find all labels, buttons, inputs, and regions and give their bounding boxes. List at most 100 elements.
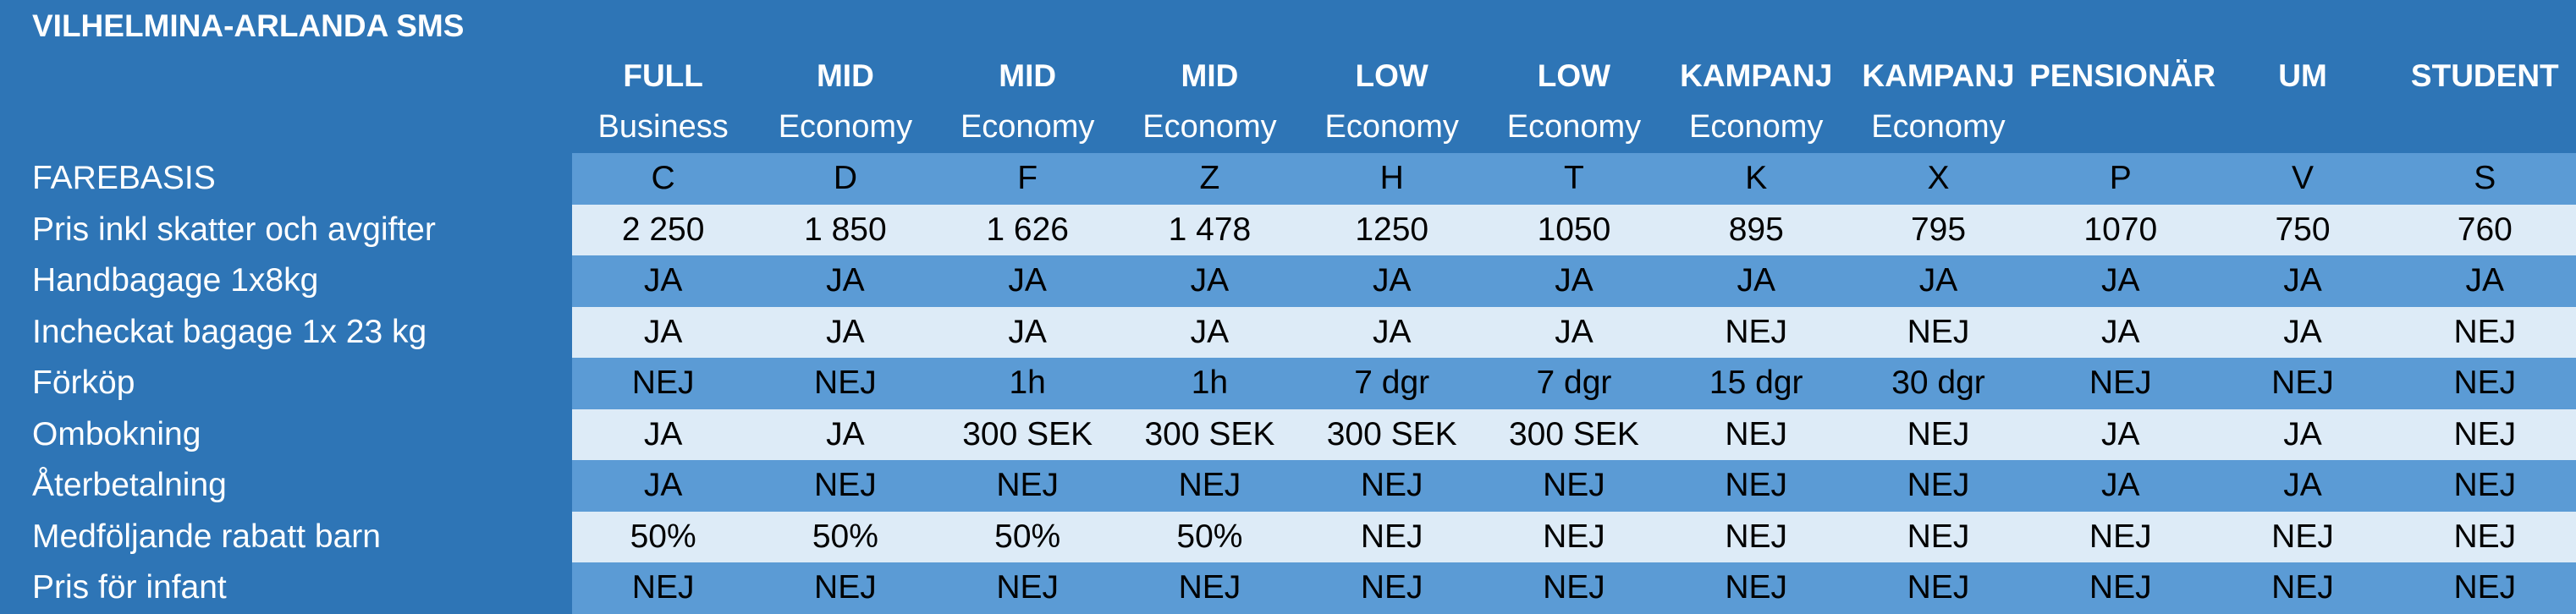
table-cell: JA: [1737, 262, 1775, 299]
table-cell: T: [1564, 160, 1584, 196]
table-cell: K: [1745, 160, 1768, 196]
table-cell: NEJ: [2271, 569, 2334, 606]
col-cabin: Economy: [778, 109, 913, 145]
table-cell: JA: [2465, 262, 2505, 299]
table-row: Handbagage 1x8kg JA JA JA JA JA JA JA JA JA JA JA: [0, 255, 2576, 307]
col-cabin: [2211, 101, 2393, 152]
table-cell: 15 dgr: [1709, 365, 1803, 401]
table-cell: NEJ: [1543, 518, 1605, 555]
table-cell: 50%: [1176, 518, 1243, 555]
table-cell: 50%: [812, 518, 878, 555]
col-cabin: Economy: [960, 109, 1095, 145]
table-cell: NEJ: [2453, 313, 2517, 350]
col-tier: KAMPANJ: [1680, 58, 1833, 93]
table-cell: 300 SEK: [1326, 415, 1457, 452]
table-cell: JA: [2101, 467, 2140, 503]
col-tier: KAMPANJ: [1862, 58, 2015, 93]
row-label: Pris inkl skatter och avgifter: [0, 204, 572, 255]
table-cell: 7 dgr: [1536, 365, 1612, 401]
table-cell: 750: [2275, 211, 2331, 248]
table-cell: JA: [1372, 262, 1412, 299]
table-cell: 30 dgr: [1891, 365, 1985, 401]
table-cell: JA: [2101, 262, 2140, 299]
table-cell: JA: [1008, 313, 1047, 350]
table-cell: JA: [1555, 262, 1593, 299]
row-cells: JA NEJ NEJ NEJ NEJ NEJ NEJ NEJ JA JA NEJ: [572, 460, 2576, 512]
table-cell: 50%: [630, 518, 696, 555]
table-cell: NEJ: [631, 365, 695, 401]
table-cell: NEJ: [1360, 467, 1423, 503]
table-cell: NEJ: [1178, 467, 1241, 503]
table-cell: F: [1017, 160, 1038, 196]
row-label: FAREBASIS: [0, 153, 572, 205]
table-cell: NEJ: [814, 569, 877, 606]
table-cell: JA: [643, 415, 683, 452]
table-cell: JA: [826, 262, 865, 299]
row-cells: JA JA JA JA JA JA NEJ NEJ JA JA NEJ: [572, 306, 2576, 358]
table-cell: JA: [2101, 415, 2140, 452]
col-cabin: Economy: [1142, 109, 1277, 145]
row-cells: 2 250 1 850 1 626 1 478 1250 1050 895 795 1070 75…: [572, 204, 2576, 255]
row-label: Ombokning: [0, 408, 572, 460]
table-cell: JA: [826, 313, 865, 350]
table-cell: 300 SEK: [1508, 415, 1639, 452]
table-cell: 895: [1728, 211, 1784, 248]
table-cell: NEJ: [2271, 365, 2334, 401]
table-row: Återbetalning JA NEJ NEJ NEJ NEJ NEJ NEJ NEJ JA JA…: [0, 460, 2576, 512]
col-tier: MID: [816, 58, 874, 93]
col-cabin: [2394, 101, 2576, 152]
table-cell: NEJ: [2089, 518, 2152, 555]
table-cell: NEJ: [1907, 569, 1970, 606]
col-tier: MID: [1181, 58, 1239, 93]
col-cabin: Economy: [1689, 109, 1824, 145]
table-cell: JA: [2283, 467, 2322, 503]
table-cell: JA: [1372, 313, 1412, 350]
table-row: FAREBASIS C D F Z H T K X P V S: [0, 153, 2576, 205]
table-cell: NEJ: [2453, 518, 2517, 555]
col-tier: PENSIONÄR: [2029, 58, 2216, 93]
table-cell: NEJ: [2089, 365, 2152, 401]
page-title: VILHELMINA-ARLANDA SMS: [32, 8, 465, 43]
table-cell: NEJ: [1907, 467, 1970, 503]
col-cabin: [2029, 101, 2211, 152]
table-cell: NEJ: [1543, 467, 1605, 503]
row-label: Handbagage 1x8kg: [0, 255, 572, 307]
row-label: Förköp: [0, 358, 572, 409]
table-cell: JA: [826, 415, 865, 452]
col-tier: FULL: [623, 58, 703, 93]
table-cell: 1 626: [986, 211, 1069, 248]
row-cells: NEJ NEJ 1h 1h 7 dgr 7 dgr 15 dgr 30 dgr NEJ NEJ NE…: [572, 358, 2576, 409]
header-row-tier: FULL MID MID MID LOW LOW KAMPANJ KAMPANJ…: [0, 51, 2576, 101]
table-cell: NEJ: [2271, 518, 2334, 555]
table-row: Pris för infant NEJ NEJ NEJ NEJ NEJ NEJ NEJ NEJ N…: [0, 562, 2576, 614]
table-cell: 1070: [2083, 211, 2158, 248]
table-row: Medföljande rabatt barn 50% 50% 50% 50% NEJ NE…: [0, 511, 2576, 562]
row-label: Pris för infant: [0, 562, 572, 614]
table-cell: JA: [1918, 262, 1958, 299]
table-cell: 1h: [1009, 365, 1046, 401]
table-cell: NEJ: [1725, 313, 1788, 350]
table-cell: NEJ: [1178, 569, 1241, 606]
table-cell: 300 SEK: [962, 415, 1093, 452]
table-cell: 7 dgr: [1354, 365, 1430, 401]
table-cell: 1h: [1191, 365, 1229, 401]
table-cell: NEJ: [1543, 569, 1605, 606]
table-cell: 1250: [1355, 211, 1429, 248]
col-tier: STUDENT: [2410, 58, 2559, 93]
table-cell: 1050: [1537, 211, 1611, 248]
table-cell: NEJ: [996, 569, 1059, 606]
table-cell: NEJ: [2453, 467, 2517, 503]
row-label: Medföljande rabatt barn: [0, 511, 572, 562]
table-cell: 1 478: [1168, 211, 1252, 248]
table-cell: JA: [1190, 313, 1230, 350]
table-cell: NEJ: [814, 365, 877, 401]
table-row: Incheckat bagage 1x 23 kg JA JA JA JA JA JA NEJ…: [0, 306, 2576, 358]
table-cell: 795: [1910, 211, 1967, 248]
table-cell: JA: [643, 313, 683, 350]
table-cell: NEJ: [1725, 467, 1788, 503]
table-cell: C: [651, 160, 675, 196]
table-cell: NEJ: [1360, 569, 1423, 606]
col-tier: UM: [2278, 58, 2327, 93]
